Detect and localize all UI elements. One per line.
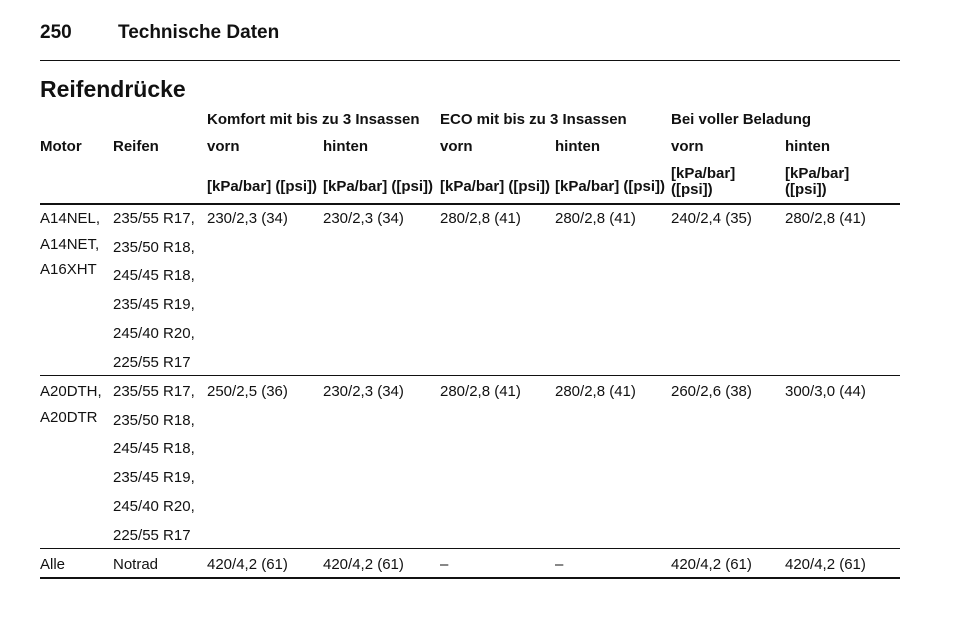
pressure: 280/2,8 (41) — [440, 210, 521, 227]
motor: A20DTH, — [40, 383, 102, 400]
motor: Alle — [40, 556, 66, 573]
unit-header: [kPa/bar] ([psi]) — [323, 178, 434, 195]
tyre-size: 235/55 R17, — [113, 210, 195, 227]
tyre-size: 235/50 R18, — [113, 238, 195, 256]
pressure: 260/2,6 (38) — [671, 383, 752, 400]
tyre-size: 235/50 R18, — [113, 411, 195, 429]
motor: A14NEL, — [40, 210, 101, 227]
row-rule — [40, 375, 900, 376]
column-header: Motor — [40, 138, 82, 155]
pressure: 230/2,3 (34) — [323, 383, 404, 400]
tyre-size: 235/45 R19, — [113, 296, 195, 314]
group-header: Komfort mit bis zu 3 Insassen — [207, 111, 420, 128]
pressure: 240/2,4 (35) — [671, 210, 752, 227]
page-title: Technische Daten — [118, 22, 280, 43]
column-header: vorn — [440, 138, 473, 155]
table-rule — [40, 577, 900, 579]
motor: A20DTR — [40, 408, 98, 426]
row-rule — [40, 548, 900, 549]
pressure: 300/3,0 (44) — [785, 383, 866, 400]
table-rule — [40, 203, 900, 205]
pressure: 280/2,8 (41) — [440, 383, 521, 400]
column-header: hinten — [785, 138, 830, 155]
group-header: ECO mit bis zu 3 Insassen — [440, 111, 627, 128]
column-header: Reifen — [113, 138, 159, 155]
unit-header: [kPa/bar] ([psi]) — [555, 178, 666, 195]
motor: A16XHT — [40, 261, 97, 278]
unit-header: [kPa/bar] ([psi]) — [785, 165, 850, 198]
tyre-size: Notrad — [113, 556, 159, 573]
motor: A14NET, — [40, 235, 100, 253]
column-header: vorn — [671, 138, 704, 155]
tyre-size: 225/55 R17 — [113, 353, 191, 371]
column-header: hinten — [555, 138, 600, 155]
pressure: 250/2,5 (36) — [207, 383, 288, 400]
unit-header: [kPa/bar] ([psi]) — [671, 165, 736, 198]
pressure: 230/2,3 (34) — [323, 210, 404, 227]
group-header: Bei voller Beladung — [671, 111, 812, 128]
pressure: 420/4,2 (61) — [323, 556, 404, 573]
pressure: 420/4,2 (61) — [671, 556, 752, 573]
column-header: vorn — [207, 138, 240, 155]
unit-header: [kPa/bar] ([psi]) — [207, 178, 318, 195]
tyre-size: 245/40 R20, — [113, 497, 195, 515]
tyre-size: 235/55 R17, — [113, 383, 195, 400]
pressure: 280/2,8 (41) — [785, 210, 866, 227]
pressure: 420/4,2 (61) — [785, 556, 866, 573]
tyre-size: 245/45 R18, — [113, 267, 195, 285]
header-rule — [40, 60, 900, 61]
column-header: hinten — [323, 138, 368, 155]
pressure: 420/4,2 (61) — [207, 556, 288, 573]
page-number: 250 — [40, 22, 72, 43]
tyre-size: 235/45 R19, — [113, 469, 195, 487]
section-title: Reifendrücke — [40, 76, 186, 102]
pressure: 280/2,8 (41) — [555, 210, 636, 227]
pressure: – — [440, 556, 449, 573]
pressure: 280/2,8 (41) — [555, 383, 636, 400]
tyre-size: 225/55 R17 — [113, 526, 191, 544]
unit-header: [kPa/bar] ([psi]) — [440, 178, 551, 195]
pressure: 230/2,3 (34) — [207, 210, 288, 227]
tyre-size: 245/40 R20, — [113, 324, 195, 342]
tyre-size: 245/45 R18, — [113, 440, 195, 458]
pressure: – — [555, 556, 564, 573]
